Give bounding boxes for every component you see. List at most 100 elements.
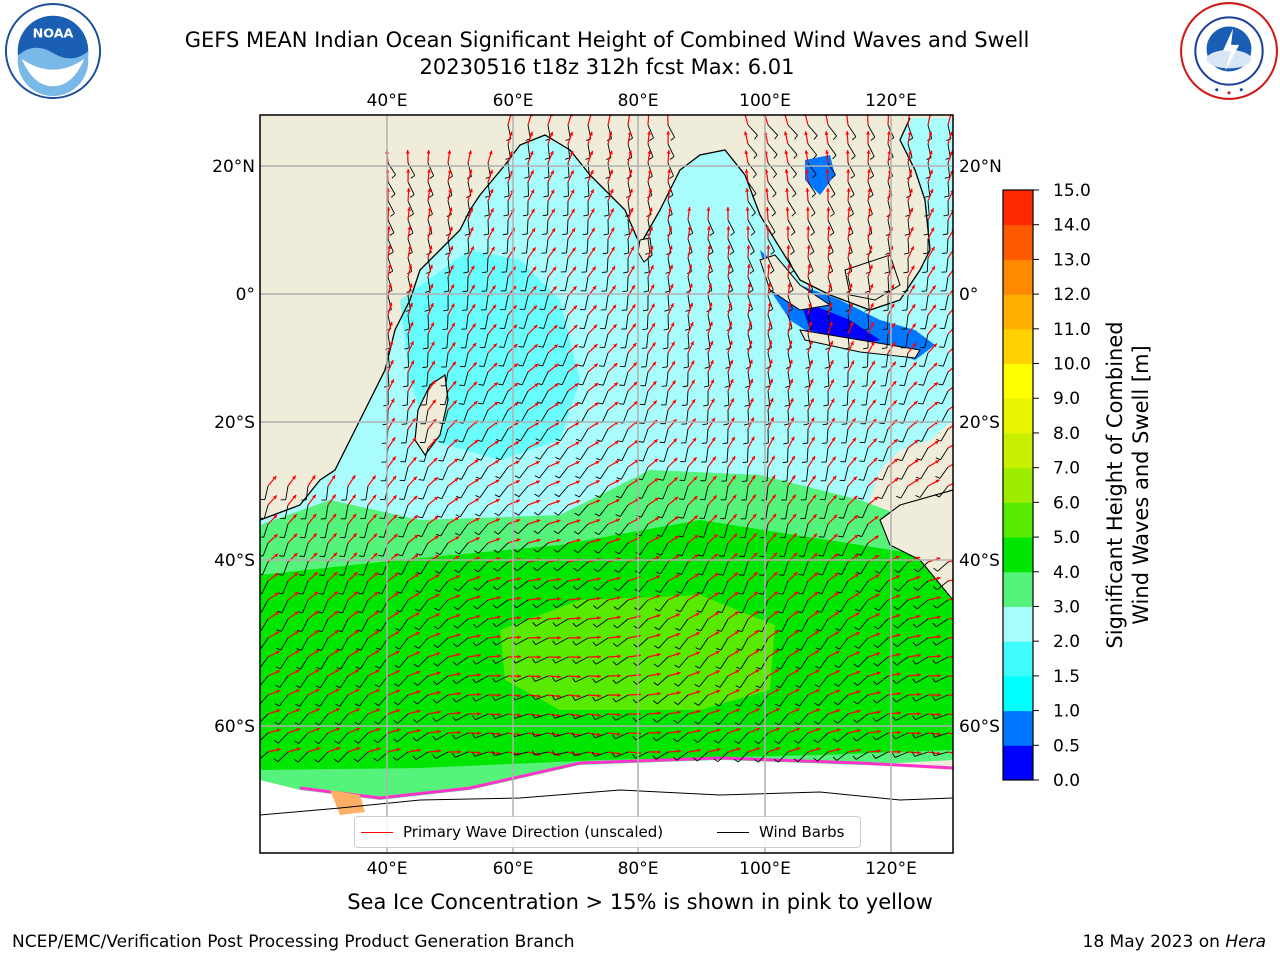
wind-barb — [905, 333, 909, 348]
wind-barb-flag — [743, 442, 749, 445]
wind-barb — [595, 675, 609, 684]
wind-barb-flag — [912, 641, 917, 647]
wind-barb-flag — [751, 212, 756, 217]
wave-arrow-head — [356, 727, 361, 732]
wave-arrow-head — [651, 342, 656, 347]
wind-barb — [320, 675, 329, 689]
sea-ice-edge — [299, 756, 953, 800]
wave-arrow-head — [388, 283, 392, 288]
wind-barb-flag — [484, 195, 490, 198]
wind-barb-flag — [538, 327, 544, 329]
wind-barb — [487, 200, 490, 215]
wind-barb-flag — [519, 327, 525, 329]
wind-barb — [805, 466, 809, 481]
wind-barb — [484, 333, 489, 348]
wave-arrow-head — [456, 614, 461, 618]
wave-arrow-head — [829, 340, 834, 345]
wind-barb — [607, 124, 612, 139]
wind-barb — [581, 409, 589, 423]
wave-arrow-head — [851, 379, 855, 384]
wave-arrow-head — [515, 441, 520, 445]
wind-barb — [940, 428, 949, 442]
wind-barb-flag — [615, 495, 621, 499]
wind-barb-flag — [471, 733, 476, 739]
wind-barb — [701, 580, 709, 594]
wind-barb — [824, 485, 829, 500]
wave-arrow-head — [707, 245, 712, 249]
wind-barb — [758, 732, 769, 744]
wind-barb-flag — [893, 606, 899, 611]
wind-barb — [747, 276, 754, 291]
wind-barb — [505, 276, 509, 291]
wind-barb — [638, 580, 649, 593]
wind-barb — [740, 637, 749, 651]
wave-arrow-head — [787, 283, 792, 287]
wind-barb-flag — [733, 758, 739, 763]
wind-barb — [667, 219, 673, 234]
wind-barb — [857, 694, 869, 705]
wave-arrow-head — [450, 303, 455, 308]
wind-barb — [924, 314, 929, 329]
wind-barb-flag — [873, 662, 878, 667]
wind-barb-flag — [573, 530, 579, 535]
wind-barb-flag — [418, 497, 424, 500]
wind-barb — [543, 314, 549, 329]
wave-arrow-head — [689, 302, 694, 307]
wave-arrow-head — [648, 188, 653, 193]
wind-barb — [787, 124, 798, 136]
wind-barb — [439, 542, 449, 555]
wind-barb — [397, 694, 409, 706]
wave-arrow-head — [734, 631, 739, 635]
wind-barb — [538, 485, 549, 497]
footer-date: 18 May 2023 on Hera — [1083, 932, 1267, 952]
colorbar-tick-label: 10.0 — [1053, 355, 1091, 375]
wind-barb-flag — [670, 136, 675, 141]
bottom-longitude-label: 80°E — [618, 859, 659, 879]
wind-barb — [798, 732, 809, 744]
wind-barb-flag — [669, 156, 675, 160]
wind-barb — [396, 732, 409, 743]
wave-arrow-head — [557, 597, 561, 601]
wind-barb — [681, 542, 689, 556]
wind-barb — [462, 428, 469, 443]
wind-barb-flag — [463, 252, 470, 255]
wave-arrow-head — [452, 400, 457, 405]
wind-barb — [556, 599, 569, 609]
wind-barb-flag — [497, 401, 503, 405]
wind-barb — [456, 675, 469, 685]
wind-barb — [941, 390, 949, 404]
wind-barb — [802, 561, 809, 576]
wave-arrow-head — [412, 457, 417, 462]
wave-arrow-head — [455, 536, 460, 541]
wave-arrow-head — [615, 499, 620, 503]
wind-barb — [658, 637, 669, 649]
wind-barb — [341, 637, 349, 651]
wave-arrow-head — [647, 131, 651, 135]
wind-barb — [902, 428, 909, 443]
wave-arrow-head — [785, 207, 790, 211]
wave-arrow-head — [877, 729, 881, 734]
wind-barb-flag — [538, 345, 544, 348]
wave-arrow-head — [752, 494, 756, 499]
wind-barb — [827, 143, 837, 156]
wind-barb — [867, 276, 871, 291]
wave-arrow-head — [296, 728, 301, 732]
wind-barb — [580, 428, 589, 442]
wind-barb — [281, 599, 289, 613]
wind-barb — [601, 428, 609, 442]
wave-arrow-head — [728, 321, 733, 326]
wave-arrow-head — [413, 495, 418, 500]
wind-barb — [575, 675, 589, 683]
wind-barb-flag — [776, 666, 782, 670]
wind-barb-flag — [475, 495, 481, 498]
wind-barb — [435, 732, 449, 741]
wave-arrow-head — [657, 691, 661, 696]
wind-barb — [943, 333, 949, 348]
wind-barb-flag — [357, 592, 363, 595]
wave-arrow-head — [854, 554, 859, 558]
wave-arrow-head — [877, 749, 881, 754]
wind-barb-flag — [717, 610, 723, 614]
wave-arrow-head — [477, 711, 481, 716]
wave-arrow-head — [612, 324, 617, 329]
wind-barb — [924, 333, 929, 348]
